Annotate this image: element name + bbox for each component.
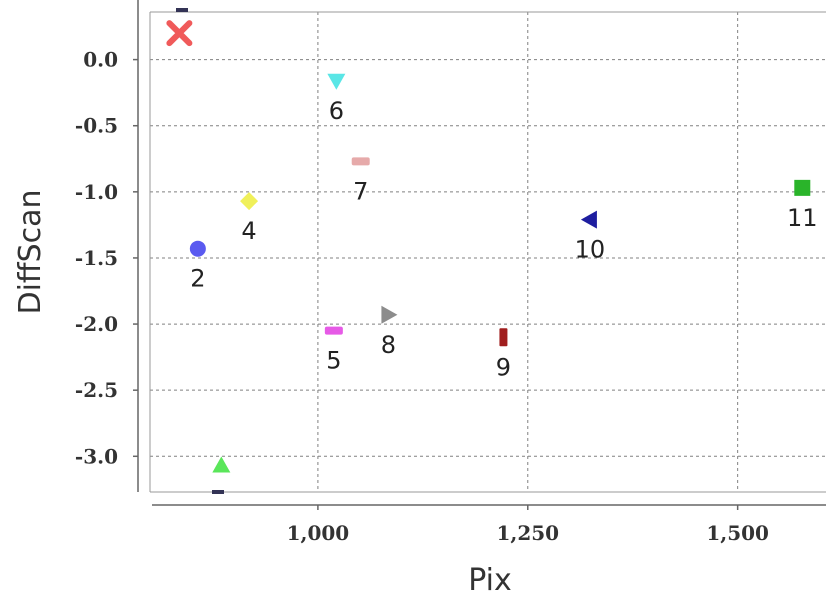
- data-point-marker: [240, 192, 259, 211]
- data-points: 2 4 5 6 7 8 9 10 11: [166, 8, 818, 494]
- data-point-marker: [212, 456, 231, 473]
- y-tick-label: -2.0: [75, 312, 118, 336]
- x-tick-label: 1,000: [287, 521, 350, 545]
- y-tick-label: -0.5: [75, 114, 118, 138]
- data-point: 8: [381, 305, 398, 359]
- data-point-label: 9: [496, 353, 511, 381]
- data-point-marker: [189, 240, 206, 257]
- x-tick-label: 1,500: [706, 521, 769, 545]
- data-point: [212, 456, 231, 473]
- data-point: [166, 20, 193, 47]
- data-point-marker: [166, 20, 193, 47]
- y-tick-label: -3.0: [75, 444, 118, 468]
- data-point-marker: [327, 73, 346, 90]
- data-point-label: 4: [241, 217, 256, 245]
- data-point-label: 8: [381, 331, 396, 359]
- data-point-label: 7: [353, 177, 368, 205]
- data-point: 10: [575, 210, 606, 264]
- x-axis-title: Pix: [468, 563, 512, 598]
- data-point-marker: [499, 328, 508, 347]
- x-axis-ticks: 1,000 1,250 1,500: [287, 505, 769, 545]
- x-tick-label: 1,250: [496, 521, 559, 545]
- data-point: 2: [189, 240, 206, 293]
- data-point-marker: [381, 305, 398, 324]
- y-tick-label: -1.5: [75, 246, 118, 270]
- data-point-marker: [324, 326, 343, 335]
- data-point-label: 5: [326, 347, 341, 375]
- data-point: 5: [324, 326, 343, 375]
- clipped-marker-top: [176, 8, 188, 12]
- data-point: 11: [787, 179, 818, 232]
- data-point-marker: [351, 157, 370, 166]
- data-point: 9: [496, 328, 511, 381]
- data-point: 6: [327, 73, 346, 125]
- data-point-label: 2: [190, 265, 205, 293]
- clipped-marker-bottom: [212, 490, 224, 494]
- data-point-label: 10: [575, 236, 606, 264]
- data-point: 4: [240, 192, 259, 245]
- data-point: 7: [351, 157, 370, 205]
- data-point-marker: [580, 210, 597, 229]
- data-point-marker: [794, 179, 811, 196]
- plot-frame: [137, 0, 826, 506]
- y-tick-label: 0.0: [83, 48, 118, 72]
- data-point-label: 6: [329, 97, 344, 125]
- y-axis-title: DiffScan: [13, 189, 48, 314]
- grid-lines: [150, 12, 826, 492]
- y-axis-ticks: 0.0 -0.5 -1.0 -1.5 -2.0 -2.5 -3.0: [75, 48, 138, 468]
- y-tick-label: -2.5: [75, 378, 118, 402]
- data-point-label: 11: [787, 204, 818, 232]
- y-tick-label: -1.0: [75, 180, 118, 204]
